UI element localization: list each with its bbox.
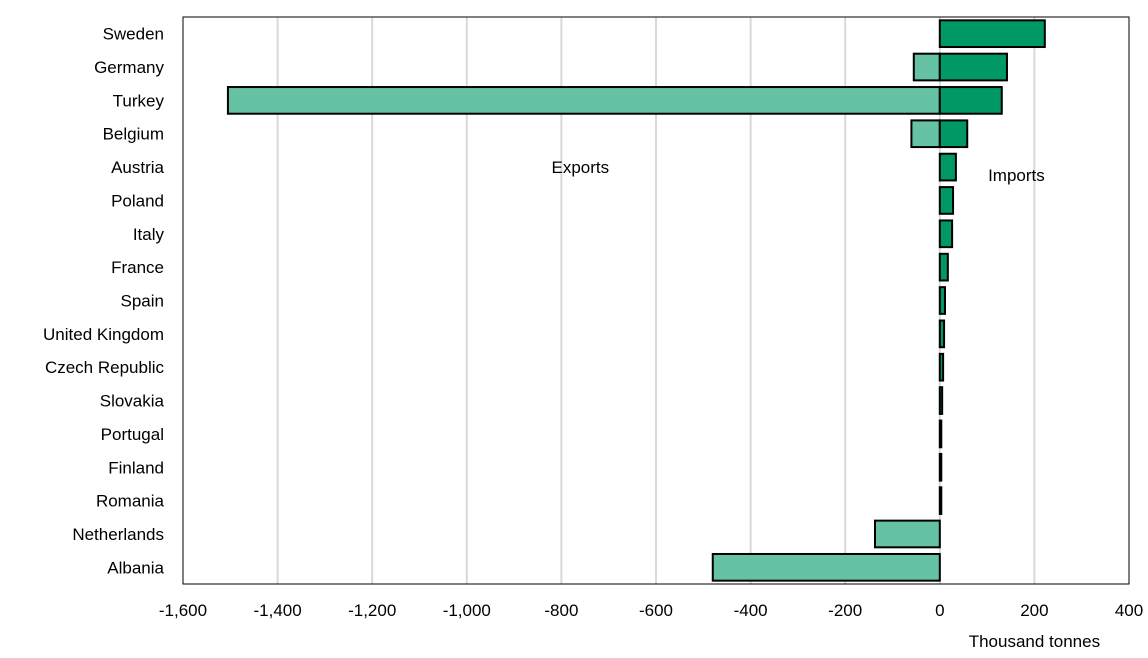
export-bar-germany bbox=[912, 52, 941, 82]
import-bar-austria bbox=[938, 152, 957, 182]
x-tick-label: 400 bbox=[1115, 601, 1143, 620]
x-tick-label: -1,600 bbox=[159, 601, 207, 620]
export-bar-turkey bbox=[226, 86, 941, 115]
category-label: Albania bbox=[107, 558, 164, 577]
import-bar-belgium bbox=[938, 119, 969, 149]
category-label: Italy bbox=[133, 225, 165, 244]
x-tick-label: 200 bbox=[1020, 601, 1048, 620]
export-bar-albania bbox=[711, 552, 941, 582]
x-tick-label: -1,200 bbox=[348, 601, 396, 620]
import-bar-czech-republic bbox=[938, 352, 945, 382]
category-label: Germany bbox=[94, 58, 164, 77]
import-bar-france bbox=[938, 252, 949, 282]
category-label: Belgium bbox=[103, 125, 164, 144]
category-label: Netherlands bbox=[72, 525, 164, 544]
import-bar-romania bbox=[938, 486, 943, 515]
category-label: Finland bbox=[108, 458, 164, 477]
category-label: France bbox=[111, 258, 164, 277]
category-label: Sweden bbox=[103, 25, 164, 44]
x-tick-label: -1,400 bbox=[253, 601, 301, 620]
import-bar-portugal bbox=[938, 419, 943, 449]
x-tick-label: -200 bbox=[828, 601, 862, 620]
category-label: Poland bbox=[111, 191, 164, 210]
imports-annotation: Imports bbox=[988, 166, 1045, 185]
category-label: Austria bbox=[111, 158, 164, 177]
export-bar-belgium bbox=[910, 119, 941, 149]
x-tick-labels: -1,600 -1,400 -1,200 -1,000 -800 -600 -400 -200… bbox=[159, 601, 1143, 620]
x-tick-label: -800 bbox=[544, 601, 578, 620]
import-bar-germany bbox=[938, 52, 1008, 82]
category-label: Portugal bbox=[101, 425, 164, 444]
import-bar-sweden bbox=[938, 19, 1046, 49]
x-tick-label: 0 bbox=[935, 601, 944, 620]
x-axis-label: Thousand tonnes bbox=[969, 632, 1100, 651]
category-label: United Kingdom bbox=[43, 325, 164, 344]
x-tick-label: -1,000 bbox=[443, 601, 491, 620]
import-bar-italy bbox=[938, 219, 954, 249]
import-bar-finland bbox=[938, 452, 943, 482]
bars bbox=[226, 19, 1046, 582]
category-label: Slovakia bbox=[100, 392, 165, 411]
import-bar-poland bbox=[938, 186, 955, 215]
category-label: Czech Republic bbox=[45, 358, 165, 377]
category-labels: Sweden Germany Turkey Belgium Austria Poland I… bbox=[43, 25, 165, 578]
category-label: Turkey bbox=[113, 91, 165, 110]
x-tick-label: -600 bbox=[639, 601, 673, 620]
category-label: Spain bbox=[121, 292, 164, 311]
import-bar-turkey bbox=[938, 86, 1003, 115]
category-label: Romania bbox=[96, 492, 165, 511]
export-bar-netherlands bbox=[873, 519, 941, 549]
import-bar-united-kingdom bbox=[938, 319, 946, 349]
x-tick-label: -400 bbox=[734, 601, 768, 620]
exports-annotation: Exports bbox=[551, 158, 609, 177]
import-bar-slovakia bbox=[938, 386, 944, 415]
plot-area-frame bbox=[182, 16, 1130, 585]
import-bar-spain bbox=[938, 286, 947, 315]
